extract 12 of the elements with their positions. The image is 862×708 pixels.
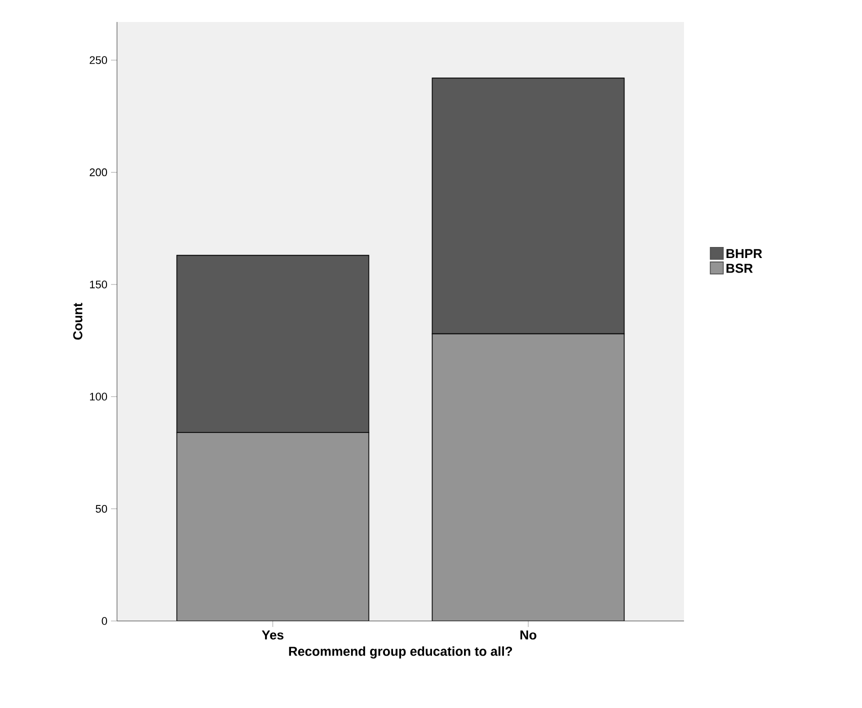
x-axis-title: Recommend group education to all?: [289, 646, 512, 659]
x-tick-label: No: [520, 630, 536, 640]
y-tick-label: 0: [102, 617, 108, 625]
x-tick-label: Yes: [262, 630, 284, 640]
y-tick-label: 150: [90, 280, 108, 288]
y-axis-title: Count: [73, 302, 82, 340]
y-tick-label: 50: [96, 504, 108, 513]
y-tick-label: 250: [90, 56, 108, 64]
y-tick-label: 200: [90, 168, 108, 176]
legend-label: BHPR: [726, 249, 762, 258]
y-tick-label: 100: [90, 392, 108, 401]
legend-label: BSR: [726, 264, 753, 273]
